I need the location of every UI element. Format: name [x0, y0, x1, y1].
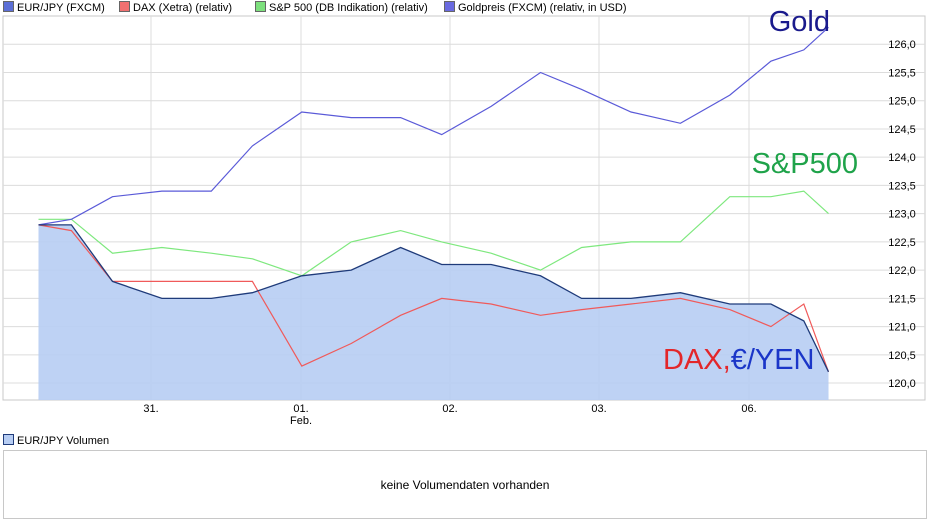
eurjpy-line	[38, 224, 830, 373]
legend-swatch-dax	[119, 1, 130, 12]
x-tick-label: 01.	[293, 403, 308, 415]
volume-legend[interactable]: EUR/JPY Volumen	[3, 434, 109, 447]
y-tick-label: 123,5	[888, 180, 916, 192]
y-tick-label: 124,5	[888, 124, 916, 136]
volume-swatch	[3, 434, 14, 445]
legend-swatch-gold	[444, 1, 455, 12]
x-tick-label: 02.	[442, 403, 457, 415]
legend-item-sp500[interactable]: S&P 500 (DB Indikation) (relativ)	[255, 1, 428, 15]
annotation-gold: Gold	[769, 6, 830, 38]
x-axis: 31. 01.Feb. 02. 03. 06.	[143, 403, 756, 427]
y-tick-label: 126,0	[888, 39, 916, 51]
price-chart: 126,0 125,5 125,0 124,5 124,0 123,5 123,0 122,5…	[2, 6, 926, 427]
dax-line	[38, 224, 830, 373]
legend-item-dax[interactable]: DAX (Xetra) (relativ)	[119, 1, 232, 15]
y-tick-label: 123,0	[888, 209, 916, 221]
annotation-euryen: €/YEN	[731, 344, 815, 376]
legend-item-gold[interactable]: Goldpreis (FXCM) (relativ, in USD)	[444, 1, 627, 15]
y-tick-label: 124,0	[888, 152, 916, 164]
legend-swatch-eurjpy	[3, 1, 14, 12]
annotation-dax: DAX,	[663, 344, 731, 376]
annotation-dax-euryen: DAX,€/YEN	[663, 344, 815, 376]
y-axis: 126,0 125,5 125,0 124,5 124,0 123,5 123,0 122,5…	[888, 39, 916, 390]
gold-line	[38, 26, 829, 226]
y-tick-label: 121,0	[888, 322, 916, 334]
legend-item-eurjpy[interactable]: EUR/JPY (FXCM)	[3, 1, 105, 15]
legend-label: EUR/JPY (FXCM)	[17, 2, 105, 14]
y-tick-label: 120,5	[888, 350, 916, 362]
legend-label: DAX (Xetra) (relativ)	[133, 2, 233, 14]
legend-label: Goldpreis (FXCM) (relativ, in USD)	[458, 2, 627, 14]
eurjpy-area	[38, 224, 829, 400]
sp500-line	[38, 190, 829, 277]
volume-panel: keine Volumendaten vorhanden	[3, 450, 927, 519]
y-tick-label: 122,5	[888, 237, 916, 249]
y-tick-label: 121,5	[888, 293, 916, 305]
volume-legend-label: EUR/JPY Volumen	[17, 435, 110, 447]
x-tick-label: 06.	[741, 403, 756, 415]
legend-label: S&P 500 (DB Indikation) (relativ)	[269, 2, 428, 14]
legend-swatch-sp500	[255, 1, 266, 12]
volume-empty-message: keine Volumendaten vorhanden	[380, 478, 550, 492]
x-tick-label: Feb.	[290, 415, 312, 427]
y-tick-label: 125,0	[888, 96, 916, 108]
x-tick-label: 03.	[591, 403, 606, 415]
annotation-sp500: S&P500	[752, 148, 858, 180]
y-tick-label: 125,5	[888, 67, 916, 79]
y-tick-label: 120,0	[888, 378, 916, 390]
y-tick-label: 122,0	[888, 265, 916, 277]
x-tick-label: 31.	[143, 403, 158, 415]
